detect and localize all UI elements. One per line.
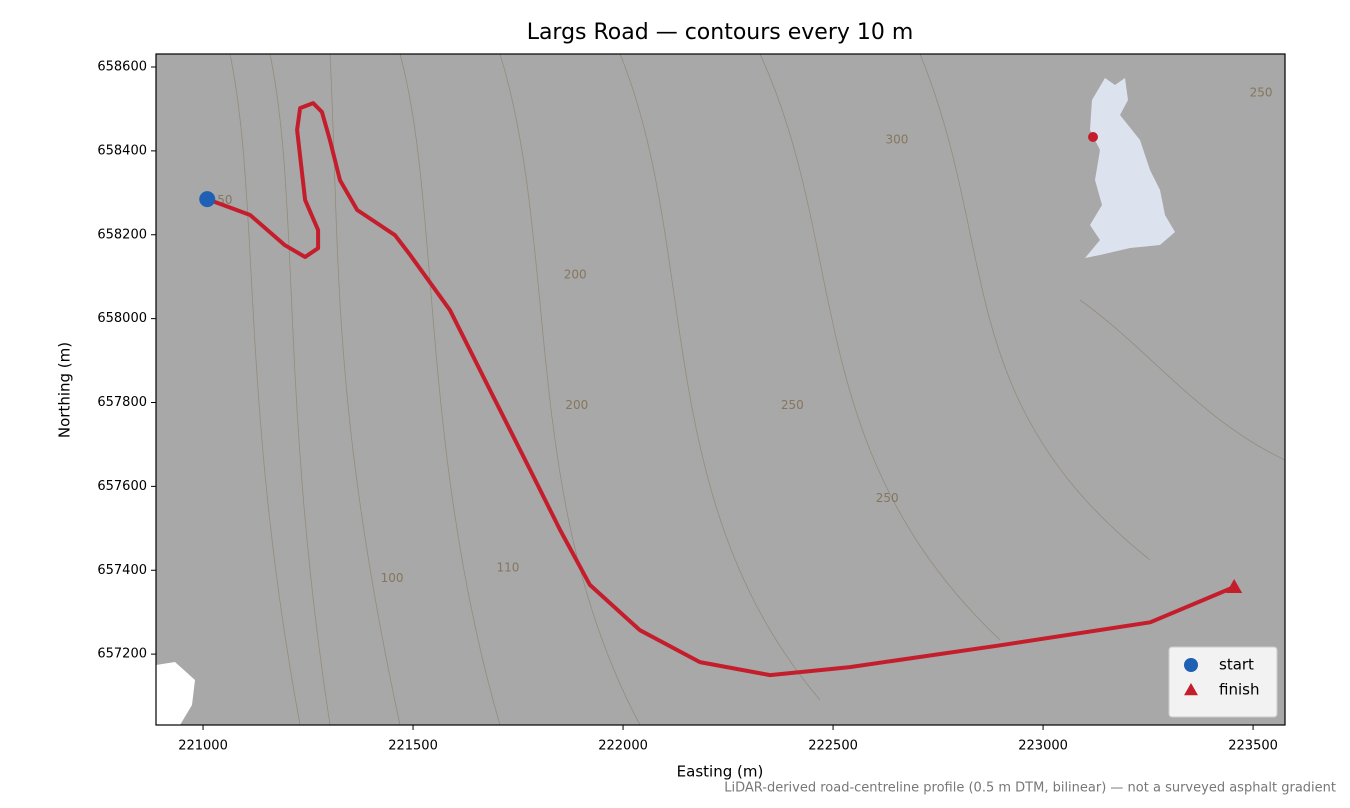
legend-swatch — [1184, 683, 1198, 696]
sea — [156, 662, 195, 725]
y-tick-label: 658000 — [97, 311, 147, 326]
contour-label: 100 — [381, 571, 404, 585]
y-axis-label: Northing (m) — [56, 342, 74, 438]
hillshade — [156, 54, 1285, 725]
contour — [619, 54, 821, 701]
contour-label: 110 — [497, 561, 520, 575]
y-tick-label: 657400 — [97, 563, 147, 578]
plot-frame — [155, 53, 1286, 726]
inset-location — [1088, 132, 1098, 142]
inset-uk — [1085, 78, 1175, 258]
legend: start finish — [1168, 646, 1278, 718]
x-tick-label: 221500 — [388, 739, 438, 754]
legend-label: finish — [1219, 681, 1259, 699]
contour-label: 200 — [565, 398, 588, 412]
contour — [919, 54, 1151, 561]
y-tick-label: 658600 — [97, 60, 147, 75]
x-tick-label: 222000 — [598, 739, 648, 754]
contour-label: 250 — [876, 491, 899, 505]
x-tick-label: 223500 — [1228, 739, 1278, 754]
x-tick-label: 222500 — [808, 739, 858, 754]
chart-title: Largs Road — contours every 10 m — [527, 20, 914, 45]
y-tick-label: 658200 — [97, 227, 147, 242]
contour-label: 200 — [564, 268, 587, 282]
start-marker — [199, 191, 216, 208]
y-tick-label: 657800 — [97, 395, 147, 410]
y-tick-label: 658400 — [97, 143, 147, 158]
footnote: LiDAR-derived road-centreline profile (0… — [724, 781, 1336, 796]
contour — [269, 54, 331, 725]
contour-label: 300 — [885, 132, 908, 146]
contour — [329, 54, 401, 725]
y-tick-label: 657600 — [97, 479, 147, 494]
contour-label: 250 — [781, 398, 804, 412]
x-axis-label: Easting (m) — [677, 763, 764, 781]
contour — [399, 54, 501, 725]
legend-swatch — [1184, 658, 1198, 672]
x-tick-label: 221000 — [178, 739, 228, 754]
x-tick-label: 223000 — [1018, 739, 1068, 754]
contour-label: 250 — [1250, 86, 1273, 100]
legend-label: start — [1219, 656, 1254, 674]
contour — [1079, 299, 1285, 461]
road-line — [206, 101, 1235, 678]
y-tick-label: 657200 — [97, 647, 147, 662]
finish-marker — [1226, 579, 1243, 594]
contour — [499, 54, 641, 725]
map-background — [156, 54, 1285, 725]
contour — [229, 54, 301, 725]
contour — [759, 54, 1001, 641]
